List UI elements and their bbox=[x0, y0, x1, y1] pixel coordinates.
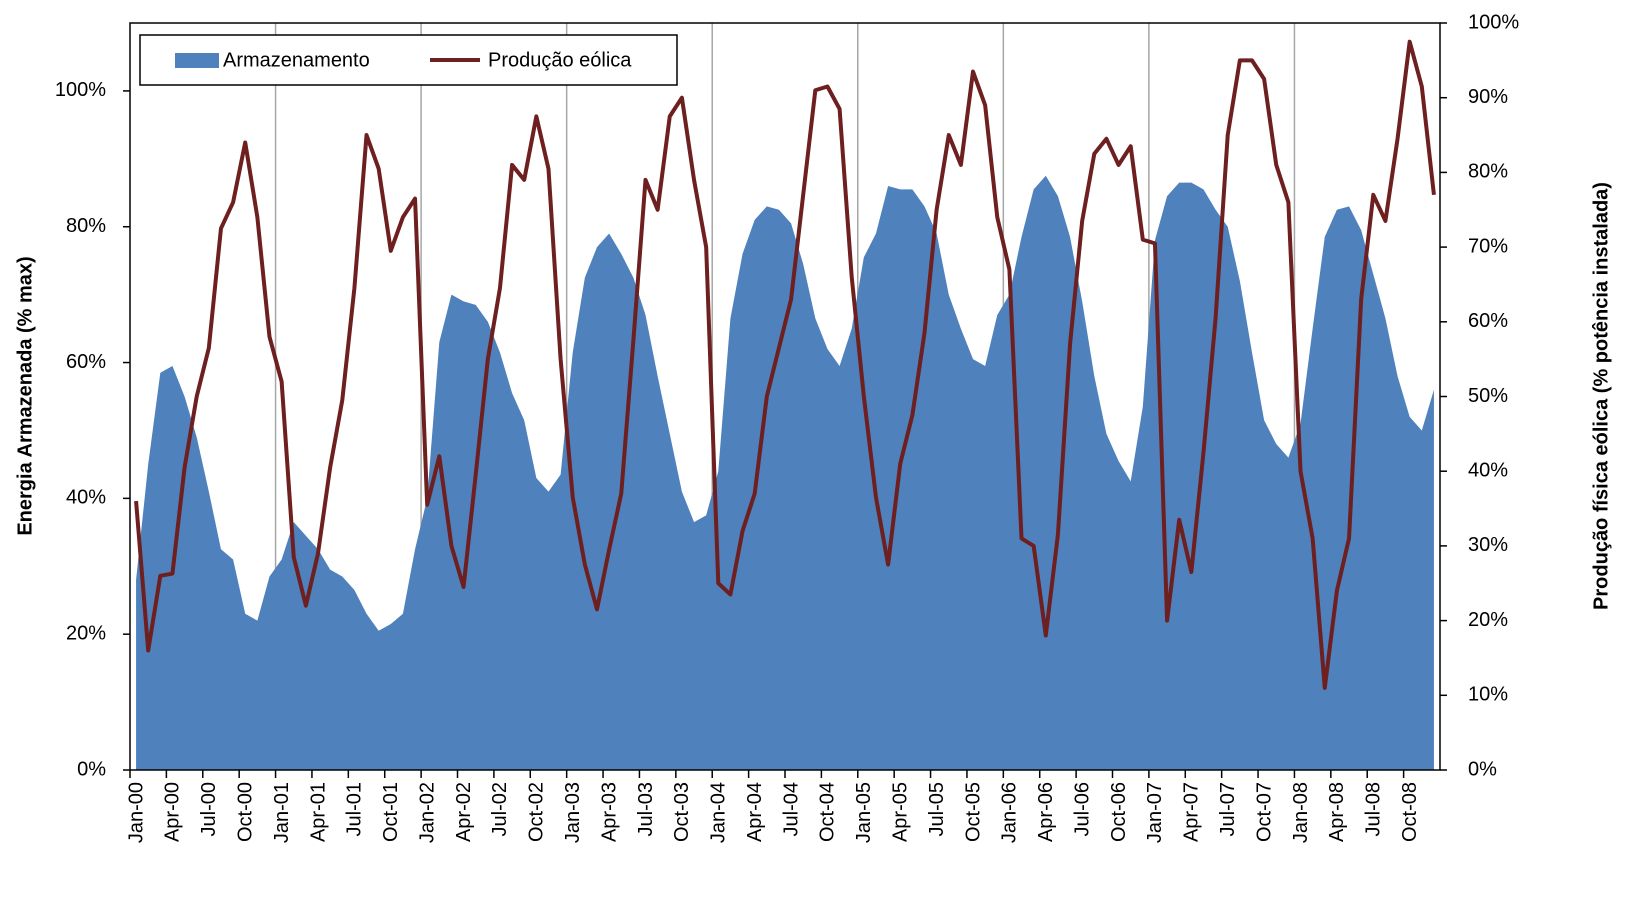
x-tick-label: Apr-08 bbox=[1326, 782, 1348, 842]
x-tick-label: Oct-05 bbox=[962, 782, 984, 842]
x-tick-label: Oct-08 bbox=[1399, 782, 1421, 842]
y2-tick-label: 10% bbox=[1468, 684, 1508, 706]
x-tick-label: Oct-00 bbox=[235, 782, 257, 842]
x-tick-label: Jul-00 bbox=[198, 782, 220, 836]
x-tick-label: Oct-01 bbox=[380, 782, 402, 842]
x-tick-label: Oct-03 bbox=[671, 782, 693, 842]
x-tick-label: Apr-04 bbox=[744, 782, 766, 842]
x-tick-label: Apr-05 bbox=[890, 782, 912, 842]
y2-tick-label: 100% bbox=[1468, 11, 1519, 33]
x-tick-label: Oct-02 bbox=[526, 782, 548, 842]
x-tick-label: Jul-07 bbox=[1217, 782, 1239, 836]
x-tick-label: Apr-06 bbox=[1035, 782, 1057, 842]
x-tick-label: Jan-01 bbox=[271, 782, 293, 843]
x-tick-label: Jan-03 bbox=[562, 782, 584, 843]
y-tick-label: 40% bbox=[66, 487, 106, 509]
legend-label: Produção eólica bbox=[488, 49, 632, 71]
x-tick-label: Jul-04 bbox=[780, 782, 802, 836]
y2-tick-label: 70% bbox=[1468, 235, 1508, 257]
x-tick-label: Apr-02 bbox=[453, 782, 475, 842]
line bbox=[134, 39, 1436, 690]
y2-tick-label: 30% bbox=[1468, 534, 1508, 556]
x-tick-label: Oct-04 bbox=[817, 782, 839, 842]
x-tick-label: Apr-03 bbox=[598, 782, 620, 842]
y2-tick-label: 0% bbox=[1468, 758, 1497, 780]
x-tick-label: Jan-06 bbox=[999, 782, 1021, 843]
x-tick-label: Jul-01 bbox=[344, 782, 366, 836]
x-tick-label: Jan-02 bbox=[416, 782, 438, 843]
x-tick-label: Oct-06 bbox=[1108, 782, 1130, 842]
legend-label: Armazenamento bbox=[223, 49, 370, 71]
x-tick-label: Jul-03 bbox=[635, 782, 657, 836]
y2-tick-label: 60% bbox=[1468, 310, 1508, 332]
x-tick-label: Apr-07 bbox=[1181, 782, 1203, 842]
y2-tick-label: 80% bbox=[1468, 161, 1508, 183]
x-tick-label: Jan-04 bbox=[708, 782, 730, 843]
x-tick-label: Apr-01 bbox=[307, 782, 329, 842]
x-tick-label: Jul-02 bbox=[489, 782, 511, 836]
x-tick-label: Jan-08 bbox=[1290, 782, 1312, 843]
y-tick-label: 20% bbox=[66, 622, 106, 644]
y-tick-label: 0% bbox=[77, 758, 106, 780]
legend-box bbox=[139, 34, 678, 86]
y-axis-title: Energia Armazenada (% max) bbox=[14, 256, 36, 535]
x-tick-label: Jan-05 bbox=[853, 782, 875, 843]
y2-tick-label: 40% bbox=[1468, 459, 1508, 481]
x-tick-label: Jan-07 bbox=[1144, 782, 1166, 843]
y-tick-label: 80% bbox=[66, 215, 106, 237]
y2-tick-label: 90% bbox=[1468, 86, 1508, 108]
x-tick-label: Apr-00 bbox=[162, 782, 184, 842]
x-tick-label: Jul-06 bbox=[1071, 782, 1093, 836]
y2-tick-label: 20% bbox=[1468, 609, 1508, 631]
legend-swatch bbox=[175, 53, 219, 68]
area bbox=[136, 175, 1434, 770]
y2-axis-title: Produção física eólica (% potência insta… bbox=[1590, 182, 1612, 610]
y-tick-label: 100% bbox=[55, 79, 106, 101]
x-tick-label: Oct-07 bbox=[1253, 782, 1275, 842]
y2-tick-label: 50% bbox=[1468, 385, 1508, 407]
y-tick-label: 60% bbox=[66, 351, 106, 373]
x-tick-label: Jul-05 bbox=[926, 782, 948, 836]
x-tick-label: Jan-00 bbox=[125, 782, 147, 843]
x-tick-label: Jul-08 bbox=[1363, 782, 1385, 836]
